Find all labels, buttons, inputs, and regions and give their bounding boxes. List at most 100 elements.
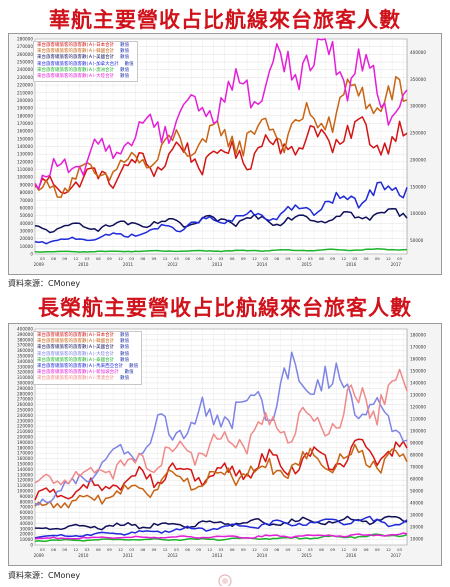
y-left-tick-label: 180000 xyxy=(17,445,33,450)
legend-entry: 來台旅客總旅客的旅客數(Ａ)-美國合計 數值 xyxy=(37,55,134,61)
y-right-tick-label: 110000 xyxy=(410,417,426,422)
y-left-tick-label: 20000 xyxy=(20,532,34,537)
y-left-tick-label: 290000 xyxy=(17,386,33,391)
y-left-tick-label: 60000 xyxy=(20,205,34,210)
legend-entry-label: 來台旅客總旅客的旅客數(Ａ)-美國合計 xyxy=(37,345,115,351)
x-year-label: 2016 xyxy=(346,262,357,267)
y-left-tick-label: 370000 xyxy=(17,343,33,348)
legend-entry-label: 來台旅客總旅客的旅客數(Ａ)-大陸合計 xyxy=(37,74,115,80)
y-left-tick-label: 250000 xyxy=(17,60,33,65)
x-tick-label: 09 xyxy=(62,256,67,261)
series-line xyxy=(34,443,408,509)
y-left-tick-label: 240000 xyxy=(17,67,33,72)
x-tick-label: 06 xyxy=(185,256,190,261)
legend-entry-unit: 數值 xyxy=(120,351,130,357)
chart-1-source: 資料來源：CMoney xyxy=(8,279,81,288)
y-left-tick-label: 10000 xyxy=(20,537,34,542)
x-tick-label: 03 xyxy=(174,547,179,552)
x-tick-label: 09 xyxy=(152,547,157,552)
y-left-tick-label: 110000 xyxy=(17,167,33,172)
y-right-tick-label: 120000 xyxy=(410,405,426,410)
legend-entry-unit: 數值 xyxy=(120,357,130,363)
legend-entry: 來台旅客總旅客的旅客數(Ａ)-馬來西亞合計 數值 xyxy=(37,364,138,370)
y-left-tick-label: 340000 xyxy=(17,359,33,364)
x-tick-label: 12 xyxy=(118,256,123,261)
x-tick-label: 12 xyxy=(73,256,78,261)
y-left-tick-label: 100000 xyxy=(17,175,33,180)
series-line xyxy=(35,515,408,531)
x-tick-label: 06 xyxy=(364,547,369,552)
y-left-tick-label: 70000 xyxy=(20,198,34,203)
x-tick-label: 09 xyxy=(286,547,291,552)
y-left-tick-label: 390000 xyxy=(17,332,33,337)
legend-entry: 來台旅客總旅客的旅客數(Ａ)-加拿大合計 數值 xyxy=(37,62,134,68)
y-left-tick-label: 60000 xyxy=(20,510,34,515)
y-right-tick-label: 20000 xyxy=(410,525,424,530)
series-line xyxy=(34,533,408,542)
y-left-tick-label: 100000 xyxy=(17,489,33,494)
legend-entry-label: 來台旅客總旅客的旅客數(Ａ)-澳洲合計 xyxy=(37,67,115,73)
y-right-tick-label: 250000 xyxy=(410,131,426,136)
x-tick-label: 09 xyxy=(375,256,380,261)
x-tick-label: 12 xyxy=(207,256,212,261)
legend-entry: 來台旅客總旅客的旅客數(Ａ)-澳洲合計 數值 xyxy=(37,68,134,74)
chart-2-title: 長榮航主要營收占比航線來台旅客人數 xyxy=(38,295,412,320)
x-year-label: 2012 xyxy=(168,553,179,558)
legend-entry: 來台旅客總旅客的旅客數(Ａ)-韓國合計 數值 xyxy=(37,49,134,55)
chart-2-legend: 來台旅客總旅客的旅客數(Ａ)-日本合計 數值 來台旅客總旅客的旅客數(Ａ)-韓國合計… xyxy=(33,331,143,385)
y-right-tick-label: 100000 xyxy=(410,429,426,434)
x-tick-label: 12 xyxy=(118,547,123,552)
y-left-tick-label: 0 xyxy=(30,252,33,257)
x-tick-label: 06 xyxy=(230,547,235,552)
legend-entry-label: 來台旅客總旅客的旅客數(Ａ)-美國合計 xyxy=(37,55,115,61)
y-left-tick-label: 200000 xyxy=(17,435,33,440)
legend-entry: 來台旅客總旅客的旅客數(Ａ)-日本合計 數值 xyxy=(37,43,134,49)
x-year-label: 2012 xyxy=(168,262,179,267)
y-right-tick-label: 150000 xyxy=(410,369,426,374)
series-line xyxy=(34,351,408,506)
legend-entry-unit: 數值 xyxy=(120,339,130,345)
y-right-tick-label: 60000 xyxy=(410,477,424,482)
y-left-tick-label: 40000 xyxy=(20,521,34,526)
legend-entry-label: 來台旅客總旅客的旅客數(Ａ)-泰國合計 xyxy=(37,357,115,363)
series-line xyxy=(34,248,408,253)
y-right-tick-label: 130000 xyxy=(410,393,426,398)
x-tick-label: 12 xyxy=(386,547,391,552)
legend-entry-label: 來台旅客總旅客的旅客數(Ａ)-加拿大合計 xyxy=(37,61,119,67)
chart-1-plot: 280000 270000 260000 250000 240000 230000 2200… xyxy=(17,37,426,268)
y-left-tick-label: 220000 xyxy=(17,424,33,429)
x-year-label: 2017 xyxy=(391,553,402,558)
legend-entry-unit: 數值 xyxy=(120,43,130,48)
legend-entry: 來台旅客總旅客的旅客數(Ａ)-大陸合計 數值 xyxy=(37,352,138,358)
x-tick-label: 12 xyxy=(252,256,257,261)
y-left-tick-label: 250000 xyxy=(17,408,33,413)
y-left-tick-label: 160000 xyxy=(17,129,33,134)
y-left-tick-label: 350000 xyxy=(17,354,33,359)
series-line xyxy=(34,38,408,190)
y-left-tick-label: 180000 xyxy=(17,113,33,118)
y-left-tick-label: 200000 xyxy=(17,98,33,103)
x-tick-label: 12 xyxy=(341,256,346,261)
x-tick-label: 03 xyxy=(129,547,134,552)
x-tick-label: 03 xyxy=(40,547,45,552)
footer-logo-mark xyxy=(218,574,232,586)
chart-2-frame: 400000 390000 380000 370000 360000 350000 3400… xyxy=(8,323,442,566)
legend-entry-label: 來台旅客總旅客的旅客數(Ａ)-韓國合計 xyxy=(37,49,115,55)
x-year-label: 2011 xyxy=(123,262,134,267)
x-tick-label: 09 xyxy=(241,547,246,552)
series-line xyxy=(34,532,408,540)
y-left-tick-label: 130000 xyxy=(17,152,33,157)
y-left-tick-label: 30000 xyxy=(20,526,34,531)
x-tick-label: 03 xyxy=(174,256,179,261)
legend-entry: 來台旅客總旅客的旅客數(Ａ)-泰國合計 數值 xyxy=(37,358,138,364)
x-tick-label: 09 xyxy=(62,547,67,552)
x-tick-label: 09 xyxy=(107,547,112,552)
series-line xyxy=(34,181,408,245)
x-tick-label: 03 xyxy=(308,256,313,261)
y-right-tick-label: 10000 xyxy=(410,537,424,542)
legend-entry-unit: 數值 xyxy=(120,74,130,80)
x-tick-label: 03 xyxy=(85,547,90,552)
x-tick-label: 06 xyxy=(185,547,190,552)
y-left-tick-label: 70000 xyxy=(20,505,34,510)
y-right-tick-label: 50000 xyxy=(410,489,424,494)
